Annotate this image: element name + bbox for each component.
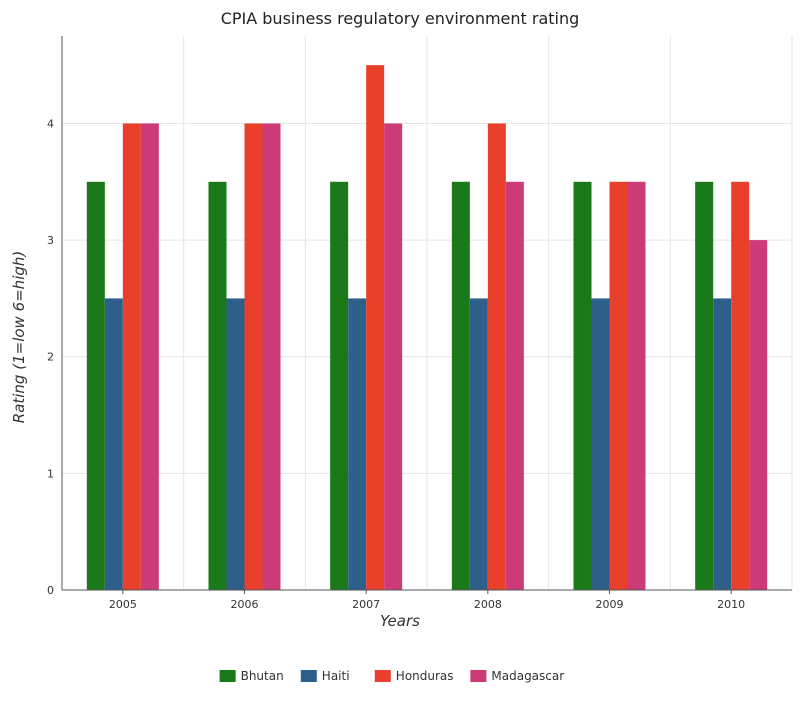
x-tick-label: 2007: [352, 598, 380, 611]
bar-bhutan-2010: [695, 181, 714, 590]
bar-bhutan-2007: [330, 181, 349, 590]
bar-honduras-2009: [609, 181, 628, 590]
legend-swatch-haiti: [300, 670, 317, 682]
legend-label-bhutan: Bhutan: [241, 669, 284, 683]
bar-bhutan-2006: [208, 181, 227, 590]
legend-swatch-madagascar: [470, 670, 487, 682]
bar-bhutan-2005: [86, 181, 105, 590]
bar-honduras-2005: [122, 123, 141, 590]
bar-madagascar-2007: [384, 123, 403, 590]
bar-bhutan-2009: [573, 181, 592, 590]
grid: [61, 36, 793, 591]
y-tick-label: 4: [47, 117, 54, 130]
bar-honduras-2008: [487, 123, 506, 590]
y-tick-label: 2: [47, 351, 54, 364]
legend: Bhutan Haiti Honduras Madagascar: [219, 669, 564, 683]
bar-haiti-2006: [226, 298, 245, 590]
y-tick-label: 3: [47, 234, 54, 247]
y-axis-label: Rating (1=low 6=high): [10, 251, 28, 423]
bar-haiti-2005: [104, 298, 123, 590]
x-tick-label: 2006: [231, 598, 259, 611]
chart-title: CPIA business regulatory environment rat…: [221, 9, 580, 28]
bar-madagascar-2008: [505, 181, 524, 590]
bar-haiti-2010: [713, 298, 732, 590]
x-tick-label: 2005: [109, 598, 137, 611]
legend-label-honduras: Honduras: [396, 669, 454, 683]
bar-haiti-2008: [469, 298, 488, 590]
y-tick-label: 0: [47, 584, 54, 597]
bar-haiti-2007: [348, 298, 367, 590]
legend-label-haiti: Haiti: [322, 669, 350, 683]
bar-honduras-2010: [731, 181, 750, 590]
legend-label-madagascar: Madagascar: [491, 669, 564, 683]
x-tick-label: 2010: [717, 598, 745, 611]
bar-madagascar-2009: [627, 181, 646, 590]
bar-madagascar-2006: [262, 123, 281, 590]
legend-swatch-bhutan: [219, 670, 236, 682]
x-tick-label: 2009: [596, 598, 624, 611]
axes: 0 1 2 3 4 2005 2006 2007 2008 2009 2010: [47, 36, 792, 611]
x-tick-label: 2008: [474, 598, 502, 611]
bar-honduras-2006: [244, 123, 263, 590]
bar-madagascar-2010: [749, 240, 768, 590]
bars: [86, 65, 768, 590]
y-tick-label: 1: [47, 467, 54, 480]
bar-madagascar-2005: [140, 123, 159, 590]
x-axis-label: Years: [380, 612, 420, 630]
bar-haiti-2009: [591, 298, 610, 590]
legend-swatch-honduras: [374, 670, 391, 682]
bar-honduras-2007: [366, 65, 385, 590]
bar-bhutan-2008: [451, 181, 470, 590]
